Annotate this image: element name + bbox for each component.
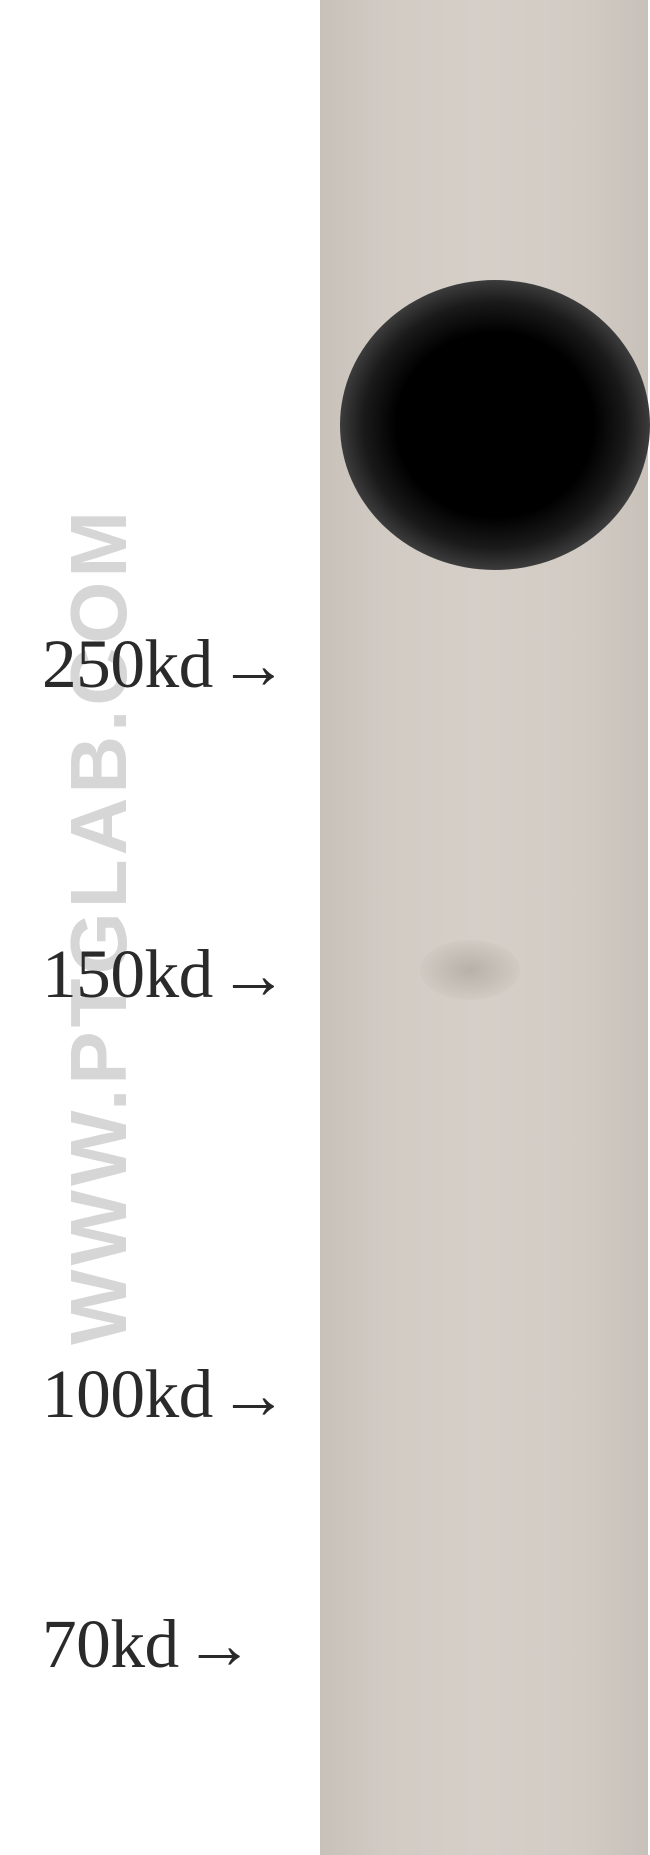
- arrow-right-icon: →: [219, 1354, 288, 1434]
- marker-100kd: 100kd →: [42, 1354, 288, 1434]
- marker-label: 100kd: [42, 1354, 213, 1434]
- marker-label: 250kd: [42, 624, 213, 704]
- marker-150kd: 150kd →: [42, 934, 288, 1014]
- blot-band-main: [340, 280, 650, 570]
- arrow-right-icon: →: [219, 934, 288, 1014]
- marker-250kd: 250kd →: [42, 624, 288, 704]
- marker-label: 70kd: [42, 1604, 179, 1684]
- arrow-right-icon: →: [219, 624, 288, 704]
- arrow-right-icon: →: [185, 1604, 254, 1684]
- marker-label: 150kd: [42, 934, 213, 1014]
- blot-band-faint: [420, 940, 520, 1000]
- marker-70kd: 70kd →: [42, 1604, 254, 1684]
- blot-lane: [320, 0, 648, 1855]
